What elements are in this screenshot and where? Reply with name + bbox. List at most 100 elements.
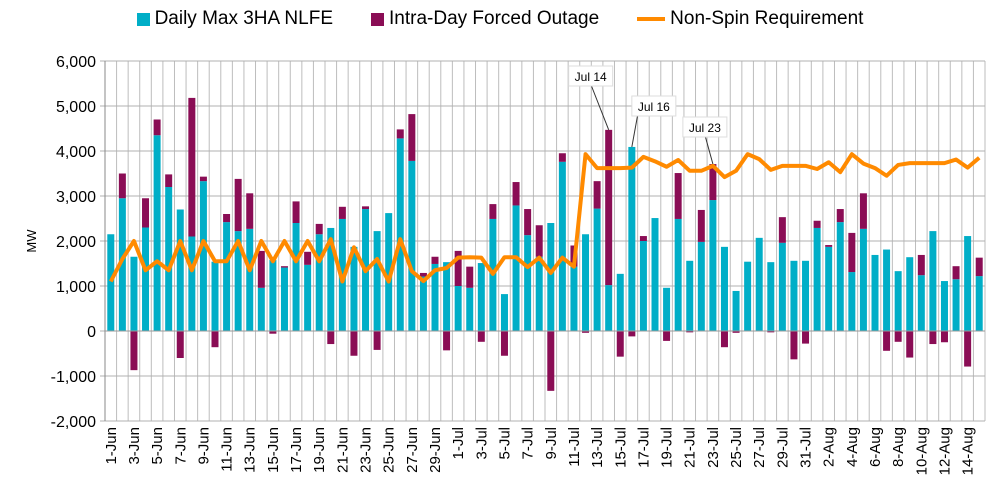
bar-outage [257, 250, 265, 288]
bar-outage [952, 266, 960, 280]
bar-nlfe [396, 138, 404, 331]
bar-nlfe [257, 287, 265, 331]
x-tick-label: 11-Jun [219, 427, 236, 472]
line-nonspin [109, 152, 981, 284]
annotation-label: Jul 16 [638, 100, 670, 114]
x-tick-label: 21-Jul [682, 427, 699, 468]
bar-outage [454, 250, 462, 286]
bar-nlfe [512, 205, 520, 331]
bar-nlfe [524, 235, 532, 331]
bar-nlfe [443, 262, 451, 331]
bar-nlfe [975, 276, 983, 331]
bar-nlfe [547, 223, 555, 331]
bar-outage [118, 173, 126, 199]
x-tick-label: 7-Jul [520, 427, 537, 460]
x-tick-label: 15-Jun [265, 427, 282, 473]
bar-nlfe [454, 286, 462, 331]
bar-outage [165, 174, 173, 187]
bar-nlfe [223, 222, 231, 331]
bar-nlfe [188, 236, 196, 331]
x-tick-label: 14-Aug [960, 427, 977, 475]
bar-nlfe [628, 146, 636, 331]
x-tick-label: 1-Jul [450, 427, 467, 460]
x-tick-label: 12-Aug [936, 427, 953, 475]
legend-item-nlfe: Daily Max 3HA NLFE [136, 8, 333, 30]
bar-outage [223, 214, 231, 223]
x-tick-label: 17-Jul [635, 427, 652, 468]
x-tick-label: 13-Jul [589, 427, 606, 468]
x-tick-label: 1-Jun [103, 427, 120, 465]
bar-nlfe [582, 234, 590, 331]
bar-nlfe [836, 222, 844, 331]
legend-label-nonspin: Non-Spin Requirement [670, 8, 864, 29]
bar-nlfe [952, 279, 960, 331]
x-tick-label: 23-Jul [705, 427, 722, 468]
y-tick-label: 6,000 [56, 54, 96, 71]
annotation-label: Jul 14 [575, 70, 607, 84]
bar-nlfe [802, 260, 810, 331]
bar-nlfe [466, 287, 474, 331]
bar-nlfe [385, 213, 393, 331]
bar-nlfe [917, 275, 925, 331]
bar-outage [859, 193, 867, 229]
bar-outage [663, 331, 671, 341]
bar-nlfe [142, 227, 150, 331]
legend-swatch-outage [371, 12, 385, 26]
bar-nlfe [535, 256, 543, 331]
legend-label-outage: Intra-Day Forced Outage [389, 8, 600, 29]
x-tick-label: 31-Jul [798, 427, 815, 468]
bar-nlfe [408, 160, 416, 331]
bar-outage [234, 178, 242, 232]
x-tick-label: 19-Jul [659, 427, 676, 468]
bar-outage [686, 331, 694, 333]
bar-nlfe [500, 294, 508, 331]
bar-nlfe [570, 266, 578, 331]
bar-nlfe [871, 254, 879, 331]
bar-nlfe [825, 246, 833, 331]
bar-outage [443, 331, 451, 351]
x-tick-label: 25-Jun [381, 427, 398, 473]
bar-outage [211, 331, 219, 348]
x-tick-label: 10-Aug [913, 427, 930, 475]
x-tick-label: 5-Jun [149, 427, 166, 465]
bar-outage [489, 204, 497, 219]
x-tick-label: 17-Jun [288, 427, 305, 473]
bar-nlfe [848, 272, 856, 331]
bar-nlfe [778, 242, 786, 331]
bar-outage [292, 201, 300, 223]
bar-nlfe [964, 236, 972, 331]
bar-outage [802, 331, 810, 344]
x-tick-label: 5-Jul [496, 427, 513, 460]
bar-outage [778, 217, 786, 243]
bar-outage [350, 331, 358, 356]
bar-nlfe [593, 208, 601, 331]
bar-outage [790, 331, 798, 360]
x-tick-label: 8-Aug [890, 427, 907, 467]
bar-outage [153, 119, 161, 136]
bar-outage [373, 331, 381, 350]
bar-outage [917, 254, 925, 276]
bar-nlfe [859, 228, 867, 331]
bar-nlfe [165, 187, 173, 331]
bar-nlfe [315, 234, 323, 331]
bar-outage [674, 173, 682, 219]
bar-nlfe [176, 209, 184, 331]
bar-nlfe [130, 256, 138, 331]
legend-swatch-nonspin [637, 17, 666, 21]
bar-nlfe [906, 257, 914, 331]
x-tick-label: 11-Jul [566, 427, 583, 467]
x-tick-label: 4-Aug [844, 427, 861, 467]
bar-nlfe [477, 263, 485, 331]
x-tick-label: 19-Jun [311, 427, 328, 473]
bar-outage [477, 331, 485, 342]
bar-nlfe [269, 259, 277, 331]
bar-outage [940, 331, 948, 343]
x-tick-label: 9-Jul [543, 427, 560, 460]
bar-nlfe [431, 263, 439, 331]
bar-outage [605, 129, 613, 286]
bar-outage [419, 272, 427, 277]
bar-outage [535, 225, 543, 257]
x-tick-label: 3-Jun [126, 427, 143, 465]
bar-outage [825, 245, 833, 247]
bar-nlfe [118, 198, 126, 331]
